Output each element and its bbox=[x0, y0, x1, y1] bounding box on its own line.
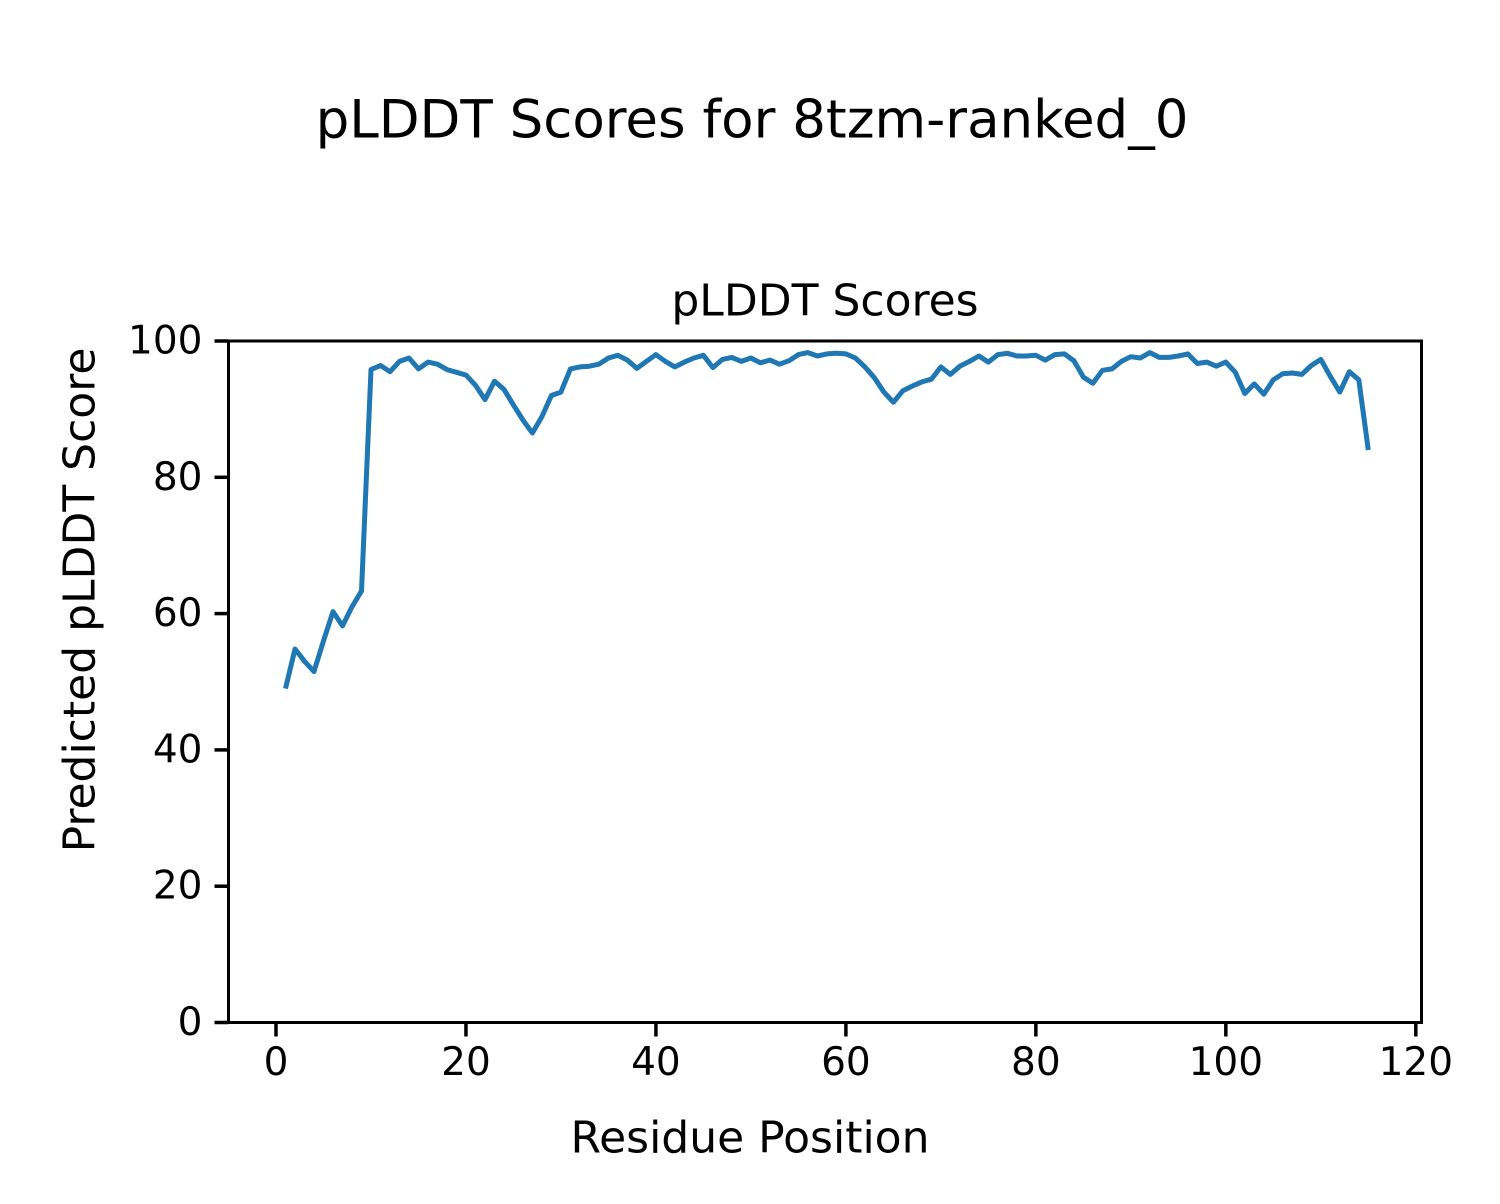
y-tick-label: 20 bbox=[153, 864, 203, 909]
y-tick-label: 0 bbox=[178, 1000, 203, 1045]
y-tick-label: 60 bbox=[153, 591, 203, 636]
y-axis-ticks: 0 20 40 60 80 100 bbox=[128, 319, 229, 1045]
x-tick-label: 100 bbox=[1189, 1040, 1263, 1085]
figure-title: pLDDT Scores for 8tzm-ranked_0 bbox=[316, 90, 1189, 151]
axes-title: pLDDT Scores bbox=[671, 276, 978, 327]
x-tick-label: 60 bbox=[821, 1040, 871, 1085]
x-tick-label: 20 bbox=[441, 1040, 491, 1085]
x-tick-label: 120 bbox=[1379, 1040, 1453, 1085]
y-tick-label: 40 bbox=[153, 727, 203, 772]
plddt-line bbox=[283, 350, 1371, 690]
x-axis-label: Residue Position bbox=[570, 1113, 929, 1164]
y-tick-label: 80 bbox=[153, 455, 203, 500]
plot-area-border bbox=[227, 339, 1423, 1024]
x-axis-ticks: 0 20 40 60 80 100 120 bbox=[264, 1022, 1453, 1085]
y-axis-label: Predicted pLDDT Score bbox=[55, 348, 106, 853]
y-tick-label: 100 bbox=[128, 319, 202, 364]
x-tick-label: 40 bbox=[631, 1040, 681, 1085]
x-tick-label: 0 bbox=[264, 1040, 289, 1085]
x-tick-label: 80 bbox=[1011, 1040, 1061, 1085]
